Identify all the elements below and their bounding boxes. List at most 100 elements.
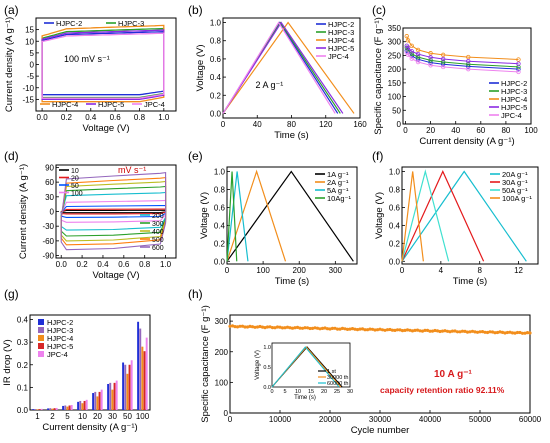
legend-label: 20A g⁻¹ — [502, 170, 528, 179]
plot-frame-g — [29, 314, 151, 411]
cycle-point — [448, 330, 452, 334]
y-tick-label-c: 50 — [392, 106, 401, 115]
cycle-point — [365, 328, 370, 332]
x-tick-label-e: 100 — [256, 266, 270, 275]
ir-bar — [122, 362, 125, 410]
ir-bar — [115, 380, 118, 410]
cycle-point — [443, 329, 447, 333]
rate-point — [428, 63, 433, 68]
x-tick-label-d: 0.8 — [139, 260, 151, 269]
panel-e: 0 100 200 300 0.0 0.2 0.4 0.6 0.8 1.0 Time (s) Volt… — [188, 149, 358, 287]
legend-label: HJPC-4 — [501, 95, 527, 104]
legend-label: 10Ag⁻¹ — [327, 194, 351, 203]
cycle-point — [305, 326, 310, 330]
cycle-point — [278, 325, 282, 329]
legend-label: HJPC-2 — [56, 19, 82, 28]
ir-bar — [145, 337, 148, 410]
y-tick-label-b: 1.0 — [210, 19, 222, 28]
rate-line — [406, 47, 519, 68]
cycle-point — [330, 326, 335, 330]
x-tick-label-d: 1.0 — [160, 260, 172, 269]
cycle-point — [380, 328, 385, 332]
rate-point — [440, 64, 446, 70]
panel-c: 0 20 40 60 80 100 0 50 100 150 200 250 300 350 Current… — [372, 3, 538, 147]
cycle-point — [320, 326, 325, 330]
cycle-point — [438, 329, 442, 334]
ir-bar — [96, 396, 99, 410]
cycle-point — [513, 331, 517, 335]
cycle-point — [505, 330, 510, 335]
y-tick-label-d: 30 — [45, 193, 54, 202]
ir-bar — [68, 405, 71, 410]
ir-bar — [124, 364, 127, 410]
x-axis-label-d: Voltage (V) — [93, 270, 140, 281]
ir-bar — [109, 382, 112, 410]
cycle-point — [508, 330, 512, 334]
y-tick-label-c: 300 — [388, 38, 402, 47]
rate-point — [404, 34, 409, 39]
x-tick-label-a: 0.2 — [61, 113, 73, 122]
rate-point — [466, 66, 471, 72]
cycle-point — [528, 331, 532, 335]
ir-bar — [51, 408, 54, 410]
rate-line — [406, 36, 519, 60]
y-tick-label-d: 60 — [45, 178, 54, 187]
y-tick-label-e: 0.2 — [214, 239, 226, 248]
x-tick-label-f: 12 — [514, 266, 523, 275]
x-tick-label-h: 40000 — [419, 415, 442, 424]
x-tick-label-f: 4 — [439, 266, 444, 275]
ir-bar — [100, 389, 103, 410]
cycle-point — [440, 329, 445, 333]
inset: 0 5 10 15 20 25 30 0.0 0.5 1.0 Time (s) Voltage (V)… — [255, 342, 353, 401]
cycle-point — [395, 328, 400, 332]
cycle-point — [263, 326, 267, 330]
cycle-point — [523, 331, 527, 335]
cycle-point — [490, 330, 495, 334]
rate-point — [440, 59, 446, 65]
cycle-point — [478, 330, 482, 334]
panel-label-f: (f) — [372, 149, 383, 163]
legend-swatch — [38, 343, 44, 349]
ir-bar — [126, 373, 129, 410]
cycle-point — [265, 325, 270, 329]
cycle-point — [338, 327, 342, 331]
ir-bar — [92, 393, 95, 410]
inset-x-tick-label: 10 — [295, 389, 301, 395]
ir-bar — [111, 389, 114, 410]
cycle-point — [383, 328, 387, 332]
legend-swatch — [38, 335, 44, 341]
legend-label: HJPC-5 — [328, 44, 354, 53]
legend-label: HJPC-4 — [328, 36, 354, 45]
rate-point — [466, 54, 471, 60]
panel-label-h: (h) — [188, 287, 203, 301]
rate-point — [466, 58, 471, 64]
panel-b: 0 40 80 120 160 0.0 0.2 0.4 0.6 0.8 1.0 Time (s) Vol… — [188, 3, 367, 141]
legend-swatch — [38, 327, 44, 333]
cycle-point — [358, 327, 362, 331]
cycle-point — [460, 329, 465, 333]
cv-curve — [60, 209, 167, 214]
legend-label: JPC-4 — [47, 350, 68, 359]
gcd-curve — [222, 21, 341, 114]
panel-label-a: (a) — [4, 3, 19, 17]
y-tick-label-g: 0.0 — [17, 406, 29, 415]
cycle-point — [368, 327, 372, 331]
cycle-point — [323, 326, 327, 330]
legend-label: 10 — [71, 168, 79, 175]
x-tick-label-g: 2 — [50, 412, 55, 421]
cycle-point — [255, 325, 260, 329]
cycle-point — [270, 326, 275, 330]
cycle-point — [418, 329, 422, 333]
x-axis-label-f: Time (s) — [453, 276, 487, 287]
cv-curve — [41, 32, 165, 99]
gcd-curve — [401, 169, 450, 262]
x-tick-label-g: 50 — [123, 412, 132, 421]
rate-point — [404, 50, 409, 55]
cv-curve — [60, 171, 167, 251]
x-tick-label-d: 0.4 — [97, 260, 109, 269]
x-axis-label-g: Current density (A g⁻¹) — [42, 422, 137, 433]
cycle-point — [230, 324, 235, 328]
x-tick-label-a: 0.6 — [110, 113, 122, 122]
y-tick-label-c: 250 — [388, 51, 402, 60]
cycle-point — [275, 325, 280, 329]
